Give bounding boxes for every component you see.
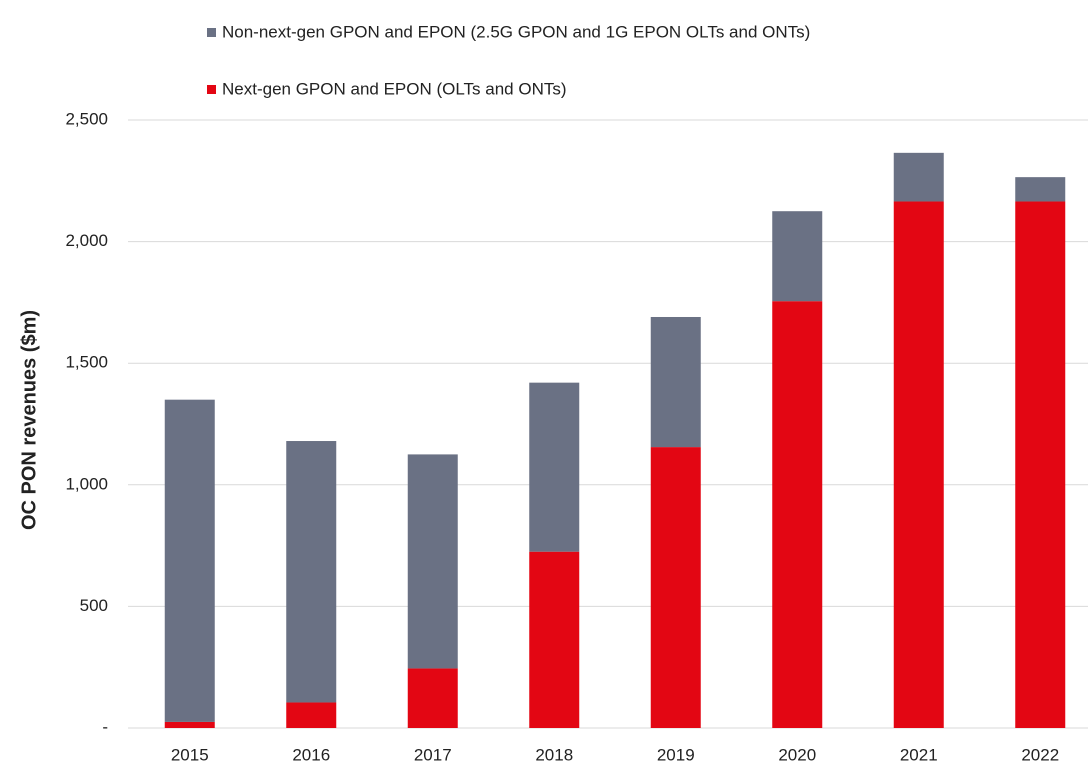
x-tick-label: 2021 [900, 745, 938, 764]
bar-segment [286, 441, 337, 703]
bar-segment [529, 382, 580, 552]
x-tick-label: 2022 [1021, 745, 1059, 764]
bar-segment [1015, 201, 1066, 729]
bar-segment [164, 399, 215, 722]
x-tick-label: 2020 [778, 745, 816, 764]
legend-label: Non-next-gen GPON and EPON (2.5G GPON an… [222, 22, 810, 41]
legend-swatch [207, 28, 216, 37]
bar-segment [164, 721, 215, 728]
bar-segment [407, 454, 458, 669]
bar-segment [286, 702, 337, 728]
y-tick-label: 1,500 [65, 353, 108, 372]
bar-segment [650, 316, 701, 448]
y-tick-label: 1,000 [65, 474, 108, 493]
x-tick-label: 2018 [535, 745, 573, 764]
y-tick-label: 2,000 [65, 231, 108, 250]
bar-segment [1015, 177, 1066, 202]
y-axis-title: OC PON revenues ($m) [18, 310, 40, 530]
bar-segment [772, 301, 823, 728]
y-tick-label: 500 [80, 596, 108, 615]
x-tick-label: 2017 [414, 745, 452, 764]
bar-segment [893, 201, 944, 729]
bar-segment [650, 447, 701, 728]
legend-label: Next-gen GPON and EPON (OLTs and ONTs) [222, 79, 567, 98]
legend-swatch [207, 85, 216, 94]
x-tick-label: 2019 [657, 745, 695, 764]
x-tick-label: 2015 [171, 745, 209, 764]
bar-segment [529, 551, 580, 728]
y-tick-label: - [102, 717, 108, 736]
bar-segment [772, 211, 823, 302]
bar-segment [407, 668, 458, 728]
x-tick-label: 2016 [292, 745, 330, 764]
y-tick-label: 2,500 [65, 109, 108, 128]
bar-segment [893, 152, 944, 202]
